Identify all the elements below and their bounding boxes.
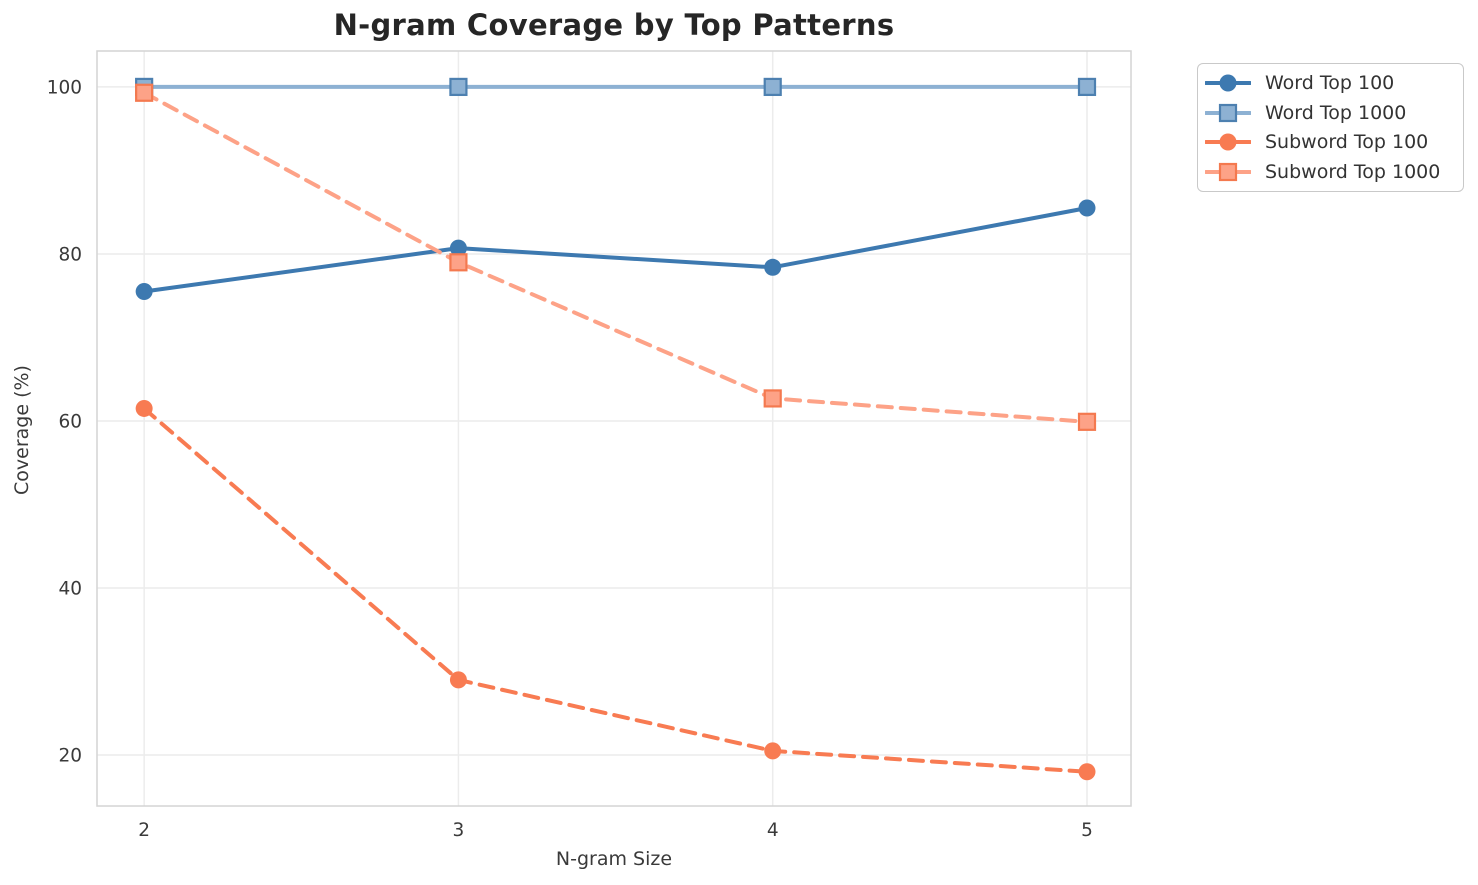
data-point-marker [449, 77, 468, 97]
legend-label: Word Top 100 [1265, 72, 1395, 95]
legend-label: Subword Top 100 [1265, 131, 1429, 154]
x-tick-label: 4 [767, 820, 779, 841]
legend-marker-shape [1219, 74, 1237, 92]
legend-item-word-top-100: Word Top 100 [1205, 69, 1463, 99]
legend-marker-square [1205, 162, 1251, 181]
data-point-marker [135, 399, 153, 417]
chart-title: N-gram Coverage by Top Patterns [333, 8, 895, 42]
series-subword-top-100 [135, 399, 1096, 781]
series-word-top-100 [135, 199, 1096, 301]
y-tick-label: 100 [47, 77, 82, 98]
legend-marker-circle [1205, 133, 1251, 151]
legend-label: Subword Top 1000 [1265, 160, 1441, 183]
legend-marker-circle [1205, 74, 1251, 92]
legend-marker-square [1205, 103, 1251, 122]
plot-border [96, 50, 1132, 807]
legend-label: Word Top 1000 [1265, 101, 1407, 124]
x-tick-label: 5 [1081, 820, 1093, 841]
data-point-marker [763, 389, 782, 408]
data-point-marker [764, 742, 782, 760]
x-axis-label: N-gram Size [555, 848, 673, 870]
plot-background [97, 51, 1131, 806]
legend-marker-shape [1218, 162, 1238, 181]
series-subword-top-1000 [135, 83, 1097, 431]
series-line [142, 206, 1089, 294]
legend-item-subword-top-1000: Subword Top 1000 [1205, 157, 1463, 187]
series-line [142, 90, 1089, 424]
data-point-marker [764, 258, 782, 276]
data-point-marker [135, 283, 153, 301]
y-tick-label: 20 [58, 746, 82, 767]
series-line [142, 406, 1089, 774]
x-tick-label: 3 [453, 820, 465, 841]
data-point-marker [449, 253, 468, 272]
y-tick-label: 40 [58, 579, 82, 600]
data-point-marker [1077, 77, 1097, 97]
legend: Word Top 100 Word Top 1000 Subword Top 100… [1197, 63, 1464, 192]
data-point-marker [449, 239, 467, 257]
y-axis-label: Coverage (%) [11, 365, 33, 495]
y-tick-label: 80 [58, 244, 82, 265]
x-tick-label: 2 [138, 820, 150, 841]
legend-marker-shape [1219, 133, 1237, 151]
y-tick-label: 60 [58, 411, 82, 432]
data-point-marker [1077, 412, 1097, 431]
legend-item-subword-top-100: Subword Top 100 [1205, 128, 1463, 158]
data-point-marker [449, 671, 467, 689]
legend-marker-shape [1218, 103, 1238, 122]
data-point-marker [135, 83, 154, 102]
data-point-marker [763, 77, 782, 97]
data-point-marker [1078, 763, 1096, 781]
data-point-marker [1078, 199, 1096, 217]
legend-item-word-top-1000: Word Top 1000 [1205, 98, 1463, 128]
